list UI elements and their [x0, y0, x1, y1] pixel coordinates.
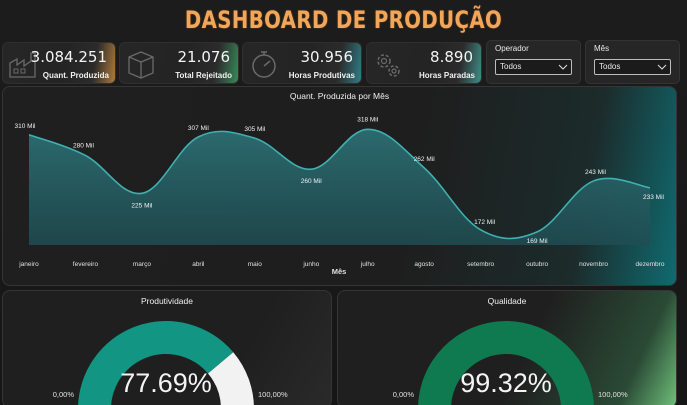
stopwatch-icon — [252, 51, 276, 78]
gauge-remainder-arc — [208, 352, 254, 405]
data-label: 260 Mil — [301, 178, 323, 185]
chart-title: Quant. Produzida por Mês — [289, 91, 390, 101]
operador-dropdown[interactable]: Todos — [495, 59, 572, 75]
x-tick-label: janeiro — [18, 261, 39, 268]
kpi-label: Horas Paradas — [418, 71, 475, 80]
filter-mes: Mês Todos — [585, 40, 680, 84]
data-label: 310 Mil — [15, 123, 37, 130]
produtividade-gauge: 77.69% 0,00% 100,00% — [53, 320, 288, 405]
kpi-total-rejeitado: 21.076 Total Rejeitado — [119, 42, 239, 84]
filter-label: Operador — [495, 44, 529, 53]
gauge-card-qualidade: Qualidade 99.32% 0,00% 100,00% — [337, 290, 677, 405]
gauge-card-produtividade: Produtividade 77.69% 0,00% 100,00% — [2, 290, 332, 405]
gauge-max-label: 100,00% — [598, 390, 628, 399]
dropdown-value: Todos — [500, 62, 522, 71]
kpi-horas-produtivas: 30.956 Horas Produtivas — [242, 42, 362, 84]
series-line — [28, 128, 651, 240]
mes-dropdown[interactable]: Todos — [594, 59, 671, 75]
kpi-quant-produzida: 3.084.251 Quant. Produzida — [2, 42, 116, 84]
x-tick-label: outubro — [526, 261, 548, 268]
kpi-label: Quant. Produzida — [42, 71, 109, 80]
gauge-value: 77.69% — [120, 368, 212, 398]
kpi-value: 3.084.251 — [30, 48, 107, 66]
x-tick-label: fevereiro — [73, 261, 99, 268]
series-area — [29, 129, 650, 245]
data-label: 262 Mil — [414, 156, 436, 163]
gauge-value-arc — [418, 321, 594, 405]
x-axis-label: Mês — [332, 267, 347, 276]
kpi-value: 8.890 — [430, 48, 473, 66]
gauge-title: Produtividade — [141, 296, 193, 306]
kpi-value: 30.956 — [300, 48, 354, 66]
x-tick-label: julho — [360, 261, 375, 268]
x-tick-label: dezembro — [636, 261, 665, 268]
data-label: 172 Mil — [474, 219, 496, 226]
production-area-chart: 310 Mil 280 Mil 225 Mil 307 Mil 305 Mil 260 M… — [15, 116, 665, 276]
box-icon — [128, 51, 154, 79]
x-tick-label: abril — [192, 261, 205, 268]
data-label: 169 Mil — [527, 238, 549, 245]
filter-label: Mês — [594, 44, 610, 53]
kpi-label: Horas Produtivas — [288, 71, 355, 80]
data-label: 305 Mil — [244, 126, 266, 133]
data-label: 243 Mil — [585, 169, 607, 176]
chevron-down-icon — [558, 64, 568, 70]
x-tick-label: agosto — [414, 261, 434, 268]
gears-icon — [377, 54, 400, 77]
gauge-max-label: 100,00% — [258, 390, 288, 399]
data-label: 307 Mil — [188, 125, 210, 132]
factory-icon — [9, 52, 36, 78]
x-tick-label: março — [133, 261, 151, 268]
data-label: 233 Mil — [643, 194, 665, 201]
kpi-label: Total Rejeitado — [175, 71, 232, 80]
gauge-value: 99.32% — [460, 368, 552, 398]
chevron-down-icon — [657, 64, 667, 70]
data-label: 225 Mil — [131, 202, 153, 209]
kpi-value: 21.076 — [177, 48, 231, 66]
x-tick-label: setembro — [467, 261, 494, 268]
gauge-min-label: 0,00% — [393, 390, 415, 399]
dropdown-value: Todos — [599, 62, 621, 71]
gauge-value-arc — [78, 320, 234, 405]
page-title: DASHBOARD DE PRODUÇÃO — [184, 6, 503, 34]
data-label: 280 Mil — [73, 142, 95, 149]
qualidade-gauge: 99.32% 0,00% 100,00% — [393, 321, 628, 405]
production-chart-card: Quant. Produzida por Mês 310 Mil 280 Mil 2… — [2, 86, 677, 286]
gauge-title: Qualidade — [487, 296, 527, 306]
x-tick-label: novembro — [579, 261, 608, 268]
kpi-horas-paradas: 8.890 Horas Paradas — [366, 42, 482, 84]
gauge-min-label: 0,00% — [53, 390, 75, 399]
filter-operador: Operador Todos — [486, 40, 581, 84]
x-tick-label: junho — [302, 261, 319, 268]
x-tick-label: maio — [248, 261, 262, 268]
data-label: 318 Mil — [357, 116, 379, 123]
